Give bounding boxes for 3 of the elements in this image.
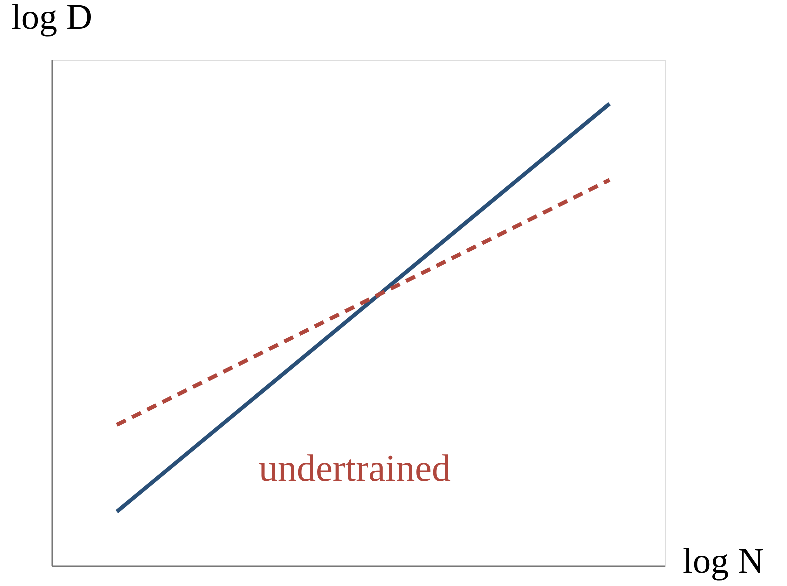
text: undertrained — [258, 448, 452, 490]
y-axis-title: log D — [12, 0, 92, 37]
x-axis-title: log N — [683, 541, 764, 581]
